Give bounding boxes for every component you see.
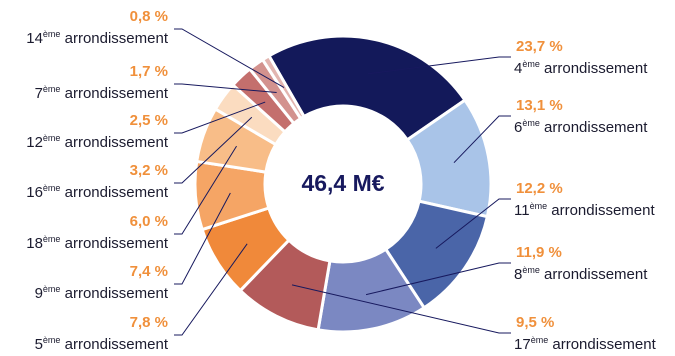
slice-name-label: 9ème arrondissement xyxy=(35,284,169,302)
leader-line xyxy=(174,192,231,285)
slice-percentage-label: 6,0 % xyxy=(130,213,168,230)
slice-percentage-label: 2,5 % xyxy=(130,112,168,129)
slice-percentage-label: 7,8 % xyxy=(130,314,168,331)
slice-name-label: 14ème arrondissement xyxy=(26,29,169,47)
slice-name-label: 5ème arrondissement xyxy=(35,335,169,353)
slice-name-label: 16ème arrondissement xyxy=(26,183,169,201)
leader-lines xyxy=(174,28,511,336)
slice-name-label: 7ème arrondissement xyxy=(35,84,169,102)
leader-line xyxy=(174,28,285,89)
donut-slices xyxy=(193,34,493,334)
leader-line xyxy=(291,284,511,334)
leader-line xyxy=(174,243,248,336)
slice-percentage-label: 23,7 % xyxy=(516,38,563,55)
leader-line xyxy=(435,198,511,249)
leader-line xyxy=(174,83,277,94)
slice-percentage-label: 0,8 % xyxy=(130,8,168,25)
slice-percentage-label: 3,2 % xyxy=(130,162,168,179)
slice-percentage-label: 12,2 % xyxy=(516,180,563,197)
slice-percentage-label: 9,5 % xyxy=(516,314,554,331)
slice-percentage-label: 7,4 % xyxy=(130,263,168,280)
slice-percentage-label: 13,1 % xyxy=(516,97,563,114)
slice-labels: 23,7 % 4ème arrondissement 13,1 % 6ème arro… xyxy=(26,8,656,353)
slice-name-label: 11ème arrondissement xyxy=(514,201,655,219)
leader-line xyxy=(174,116,253,184)
leader-line xyxy=(453,115,511,164)
slice-4-arrondissement xyxy=(267,34,467,142)
slice-name-label: 8ème arrondissement xyxy=(514,265,648,283)
slice-name-label: 4ème arrondissement xyxy=(514,59,648,77)
center-total-label: 46,4 M€ xyxy=(301,170,384,196)
leader-line xyxy=(365,262,511,296)
leader-line xyxy=(174,101,266,134)
leader-line xyxy=(174,145,237,235)
slice-percentage-label: 11,9 % xyxy=(516,244,562,261)
leader-line xyxy=(367,56,511,75)
slice-name-label: 12ème arrondissement xyxy=(26,133,169,151)
slice-percentage-label: 1,7 % xyxy=(130,63,168,80)
slice-name-label: 6ème arrondissement xyxy=(514,118,648,136)
slice-name-label: 18ème arrondissement xyxy=(26,234,169,252)
slice-name-label: 17ème arrondissement xyxy=(514,335,657,353)
